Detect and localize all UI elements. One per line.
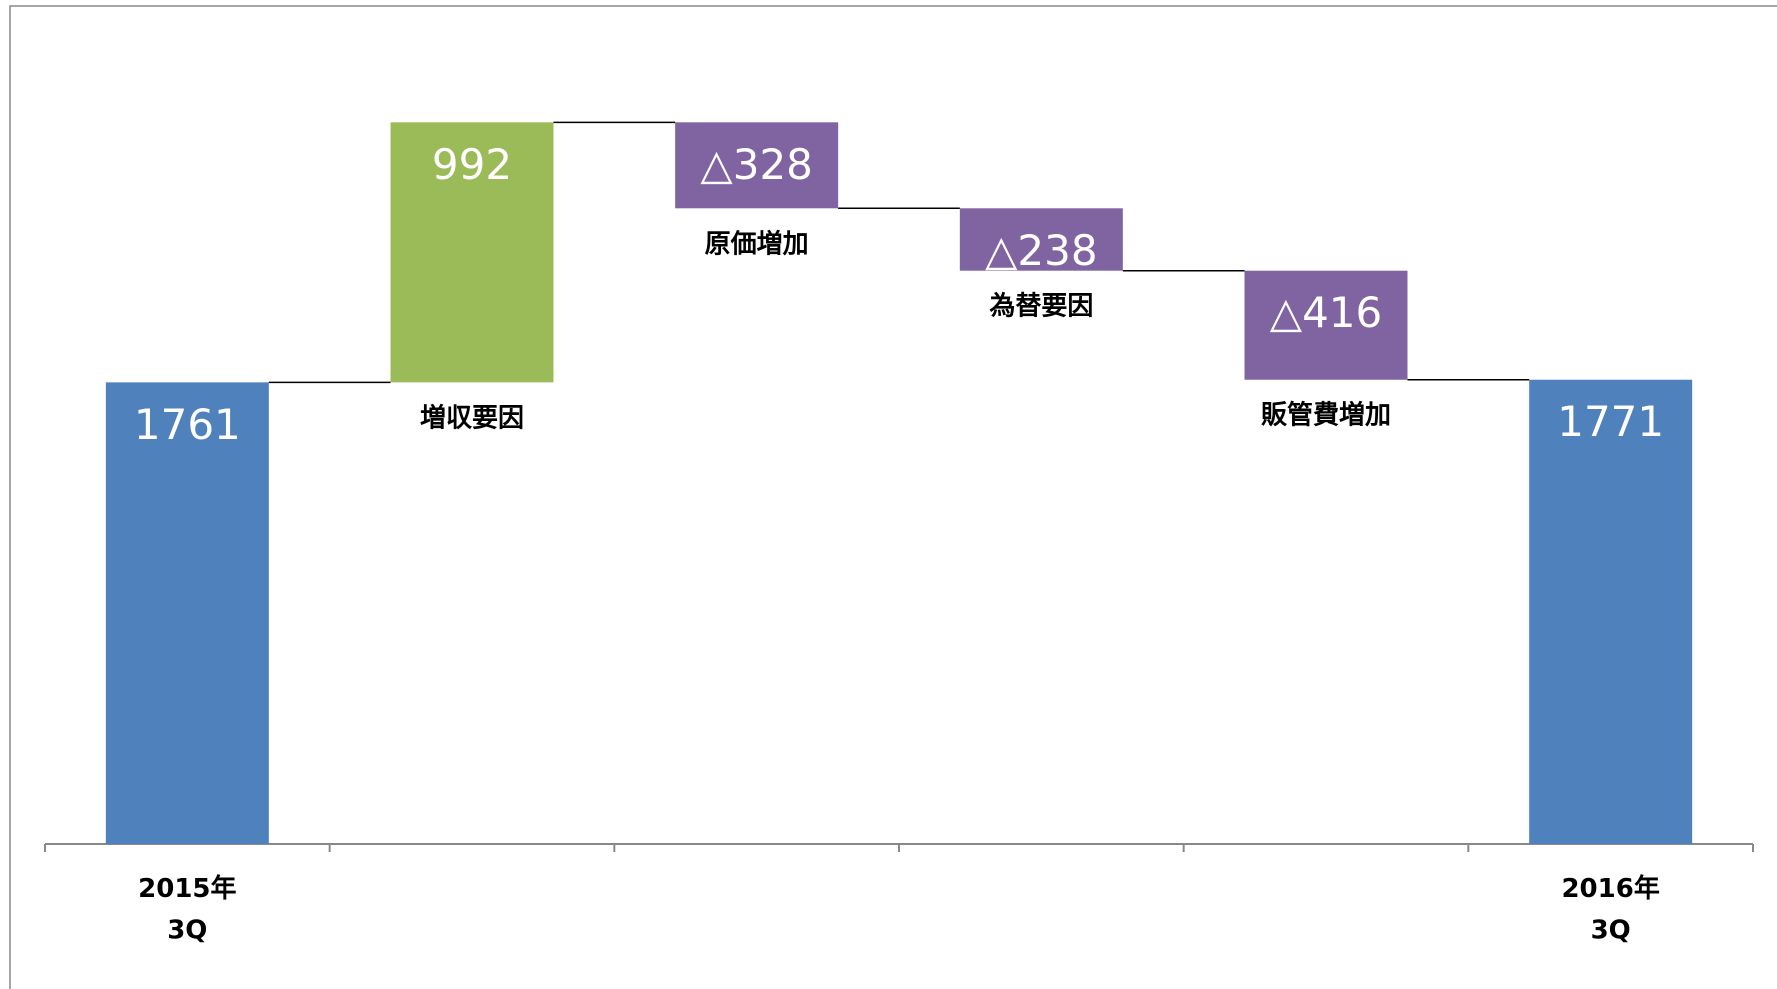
value-label: △416 [1270,288,1382,337]
bar [390,122,554,383]
bar [105,382,269,844]
value-label: 992 [432,140,512,189]
category-label: 為替要因 [989,291,1093,321]
value-label: △328 [700,140,812,189]
value-label: 1771 [1557,397,1664,446]
bar [1529,379,1693,844]
bar [675,122,839,209]
category-label: 増収要因 [420,403,524,433]
bar [1244,270,1408,380]
category-label: 2016年 3Q [1561,873,1659,946]
bar [959,208,1123,271]
value-label: △238 [985,226,1097,275]
category-label: 2015年 3Q [138,873,236,946]
value-label: 1761 [134,400,241,449]
frame [9,5,1777,989]
category-label: 販管費増加 [1261,400,1391,430]
category-label: 原価増加 [705,229,809,259]
